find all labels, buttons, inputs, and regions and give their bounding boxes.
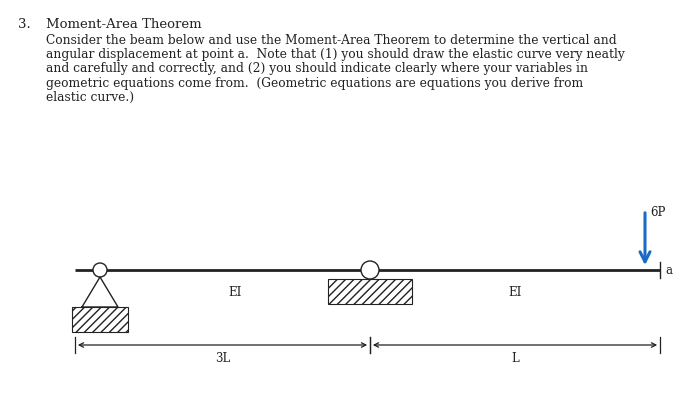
- Text: EI: EI: [228, 286, 242, 299]
- Text: and carefully and correctly, and (2) you should indicate clearly where your vari: and carefully and correctly, and (2) you…: [46, 63, 588, 76]
- Text: elastic curve.): elastic curve.): [46, 91, 134, 104]
- Text: 3.: 3.: [18, 18, 31, 31]
- Circle shape: [93, 263, 107, 277]
- Text: EI: EI: [508, 286, 522, 299]
- Bar: [328, 279, 412, 304]
- Text: angular displacement at point a.  Note that (1) you should draw the elastic curv: angular displacement at point a. Note th…: [46, 48, 624, 61]
- Text: 3L: 3L: [215, 352, 230, 365]
- Text: 6P: 6P: [650, 206, 666, 219]
- Bar: [72, 307, 128, 332]
- Text: L: L: [511, 352, 519, 365]
- Text: geometric equations come from.  (Geometric equations are equations you derive fr: geometric equations come from. (Geometri…: [46, 76, 583, 89]
- Circle shape: [361, 261, 379, 279]
- Text: Consider the beam below and use the Moment-Area Theorem to determine the vertica: Consider the beam below and use the Mome…: [46, 34, 617, 47]
- Text: a: a: [665, 263, 672, 276]
- Text: Moment-Area Theorem: Moment-Area Theorem: [46, 18, 202, 31]
